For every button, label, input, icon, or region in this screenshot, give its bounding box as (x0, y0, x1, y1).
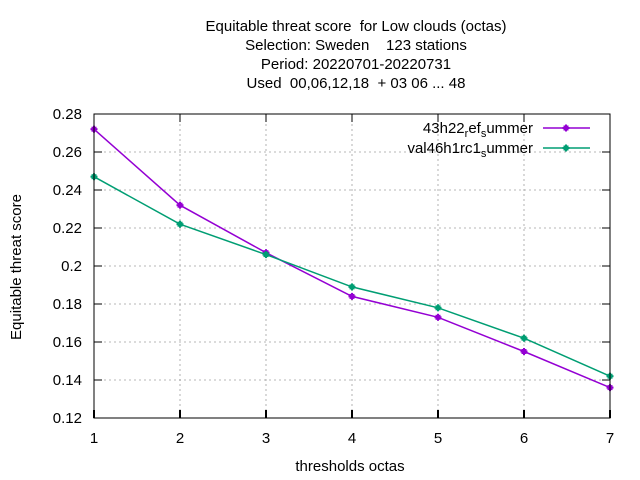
chart-title-line-4: Used 00,06,12,18 + 03 06 ... 48 (246, 75, 466, 92)
chart-title-line-1: Equitable threat score for Low clouds (o… (205, 18, 507, 35)
series-line-1 (93, 128, 611, 389)
legend-marker (562, 124, 570, 132)
series-line-2 (93, 176, 611, 377)
x-tick-label: 3 (262, 430, 270, 447)
y-tick-label: 0.18 (53, 296, 82, 313)
y-tick-label: 0.16 (53, 334, 82, 351)
y-tick-label: 0.24 (53, 182, 82, 199)
x-tick-label: 1 (90, 430, 98, 447)
plot-frame (93, 113, 611, 419)
series-2-point (176, 220, 184, 228)
series-2-point (434, 304, 442, 312)
y-tick-label: 0.14 (53, 372, 82, 389)
y-tick-label: 0.2 (61, 258, 82, 275)
series-2-point (348, 283, 356, 291)
series-1-point (176, 201, 184, 209)
grid-lines (94, 114, 610, 418)
y-tick-label: 0.12 (53, 410, 82, 427)
legend-item-2: val46h1rc1s​ummer (407, 140, 590, 160)
chart-title-line-2: Selection: Sweden 123 stations (245, 37, 467, 54)
x-tick-label: 2 (176, 430, 184, 447)
x-axis-label: thresholds octas (295, 458, 404, 475)
y-tick-label: 0.26 (53, 144, 82, 161)
axis-ticks: 0.12 0.14 0.16 0.18 0.2 0.22 0.24 0.26 0.28 1 2 3 4 5… (53, 106, 614, 447)
series-1-point (520, 348, 528, 355)
y-tick-label: 0.22 (53, 220, 82, 237)
chart-title-line-3: Period: 20220701-20220731 (260, 56, 452, 73)
legend-label: 43h22r​efs​ummer (423, 120, 533, 140)
y-axis-label: Equitable threat score (8, 194, 25, 340)
series-2-point (262, 251, 270, 259)
x-tick-label: 6 (520, 430, 528, 447)
series-1-point (434, 313, 442, 321)
series-1-point (348, 292, 356, 300)
x-tick-label: 7 (606, 430, 614, 447)
legend-item-1: 43h22r​efs​ummer (423, 120, 590, 140)
legend-label: val46h1rc1s​ummer (407, 140, 533, 160)
x-tick-label: 5 (434, 430, 442, 447)
x-tick-label: 4 (348, 430, 356, 447)
y-tick-label: 0.28 (53, 106, 82, 123)
legend-marker (562, 144, 570, 152)
series-2-point (520, 334, 528, 342)
